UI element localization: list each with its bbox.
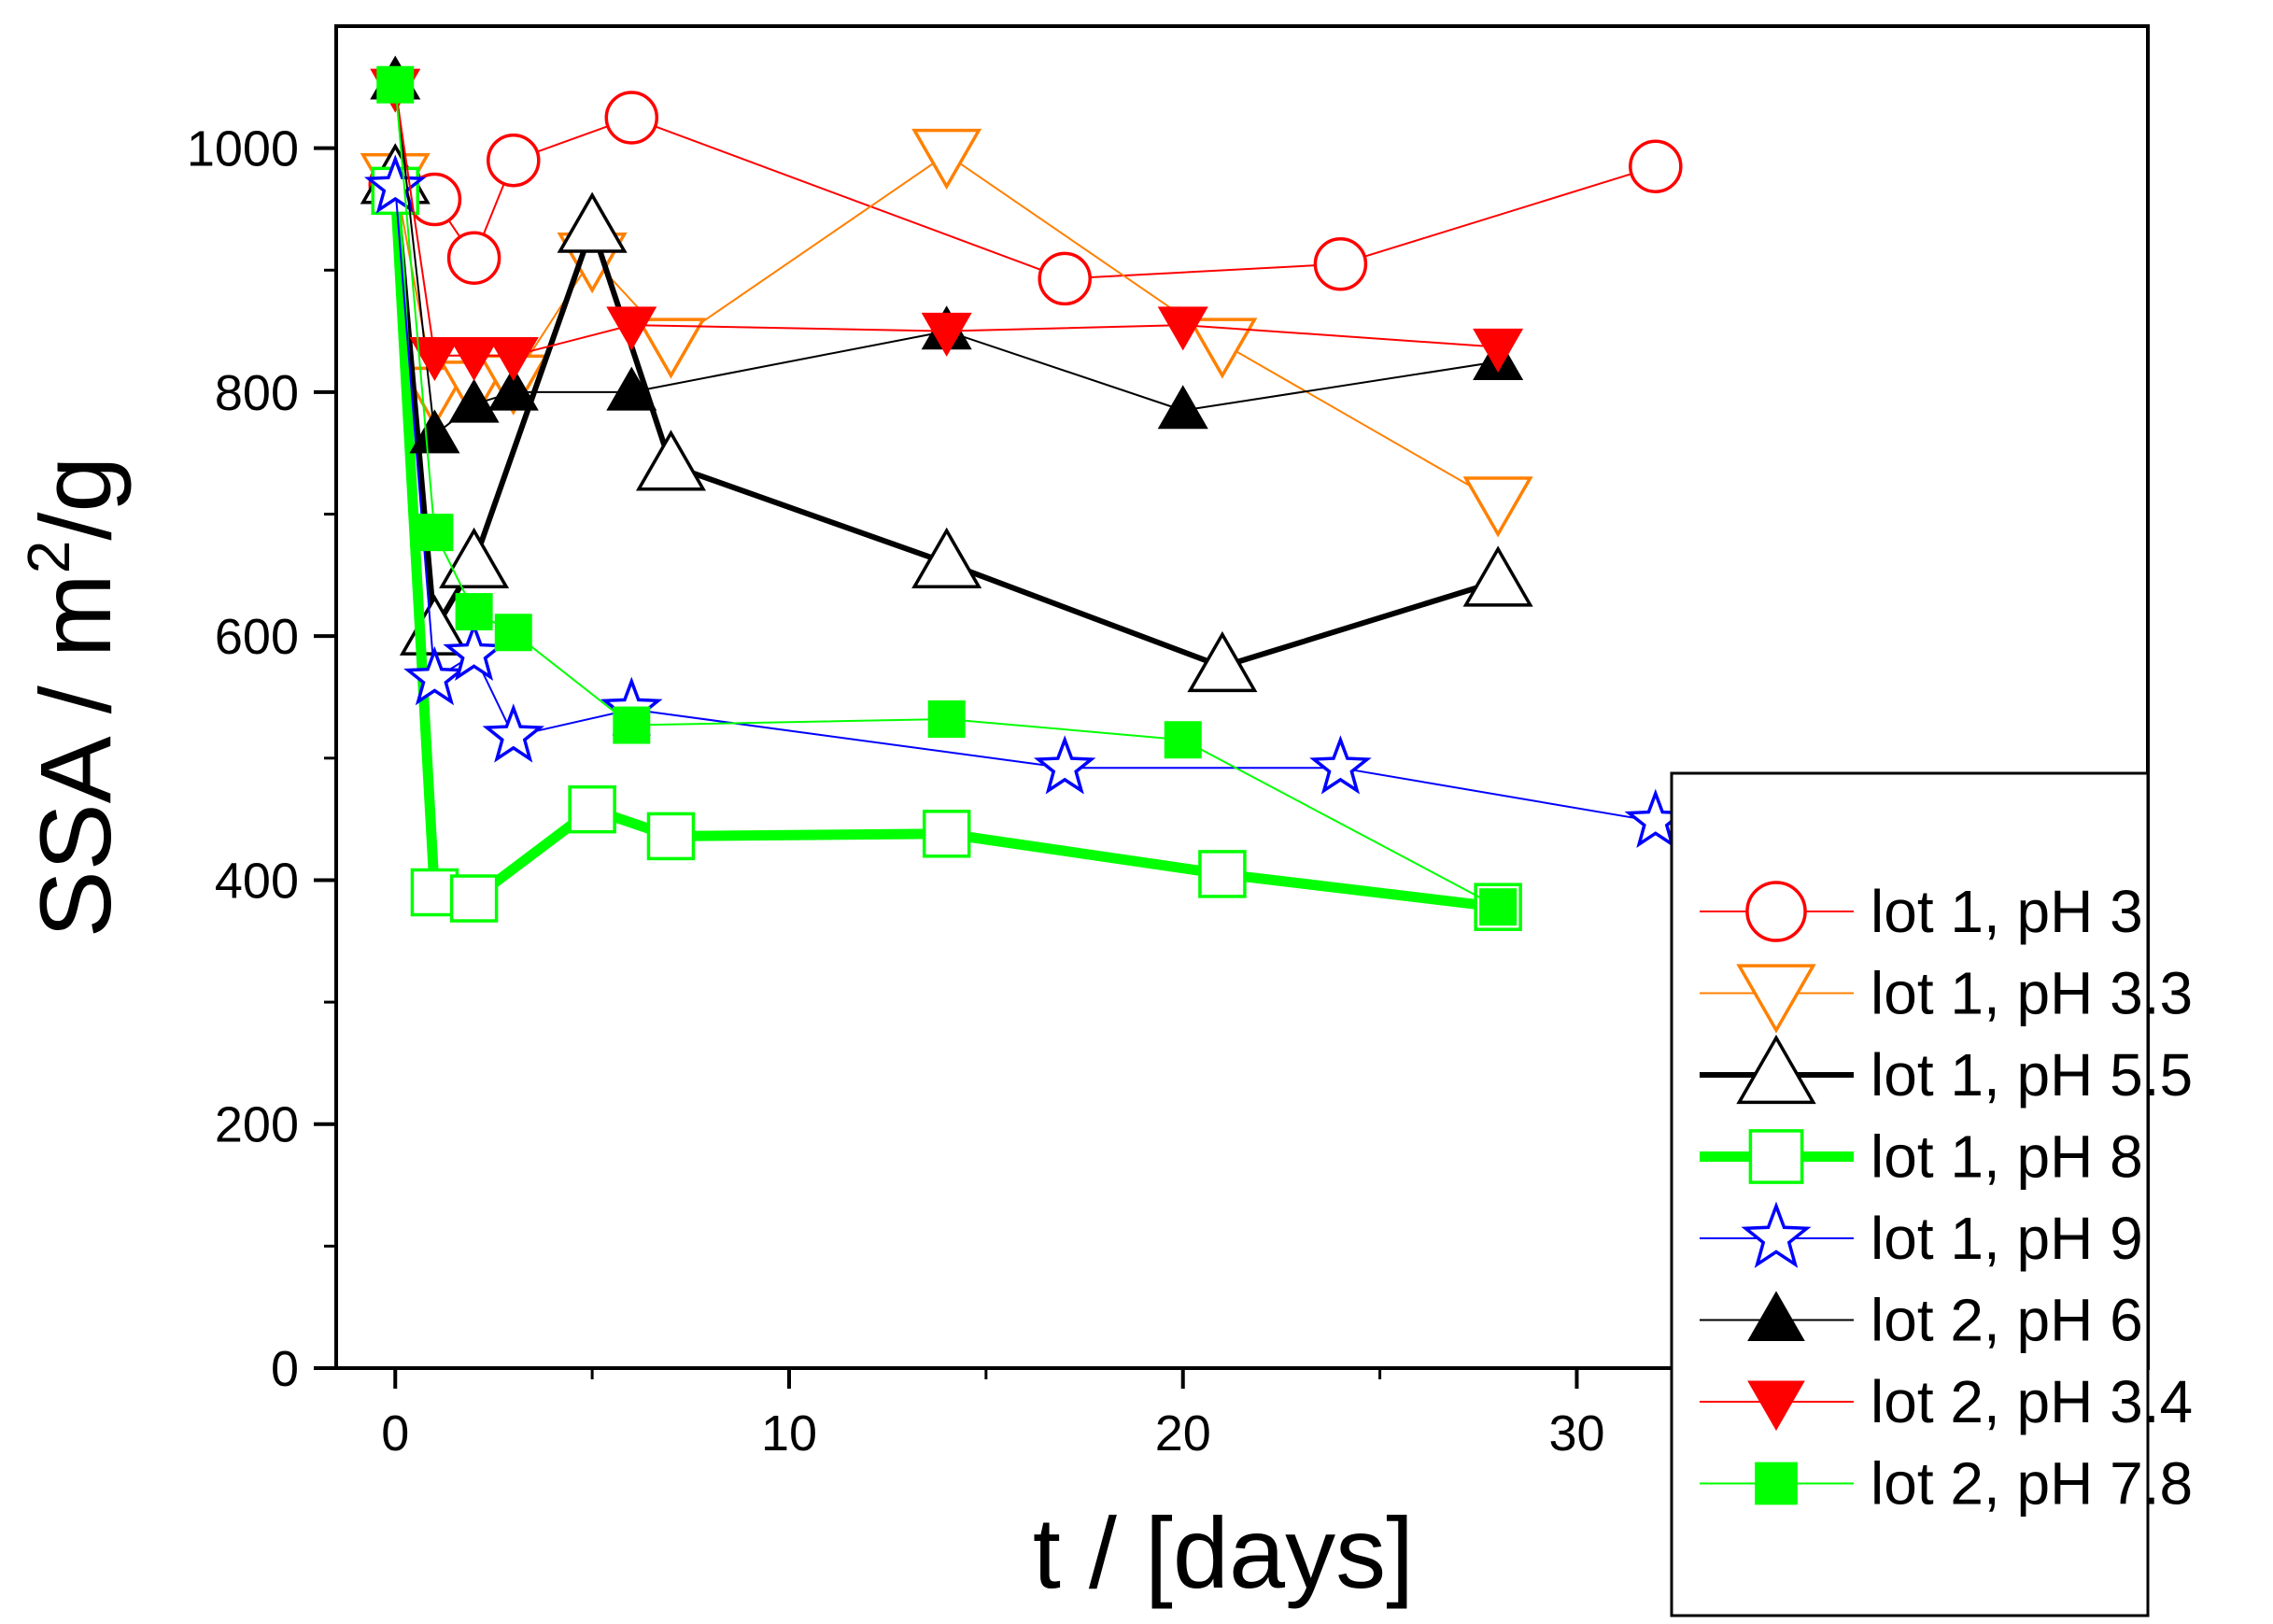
data-point-triangle-down xyxy=(1747,1380,1805,1432)
legend-entry: lot 2, pH 7.8 xyxy=(1700,1450,2193,1518)
data-point-square xyxy=(410,868,459,917)
x-tick-label: 30 xyxy=(1548,1405,1604,1462)
data-point-star xyxy=(482,703,545,763)
data-point-square xyxy=(455,593,493,631)
data-point-square xyxy=(376,65,415,104)
data-point-square xyxy=(922,810,971,858)
data-point-square xyxy=(927,700,966,739)
legend-entry: lot 1, pH 3.3 xyxy=(1700,960,2193,1034)
data-point-triangle-down xyxy=(1462,476,1533,538)
data-point-triangle-down xyxy=(921,312,972,357)
legend-label: lot 1, pH 3 xyxy=(1871,878,2143,945)
data-point-circle xyxy=(446,231,501,285)
data-point-circle xyxy=(1745,881,1807,942)
legend-entry: lot 1, pH 8 xyxy=(1700,1123,2143,1191)
data-point-star xyxy=(363,154,427,214)
data-point-triangle-up xyxy=(448,378,500,423)
y-tick-label: 400 xyxy=(215,853,299,909)
data-point-triangle-down xyxy=(1473,328,1524,373)
data-point-circle xyxy=(487,133,541,188)
data-point-triangle-down xyxy=(487,337,539,382)
data-point-star xyxy=(1033,735,1096,795)
data-point-triangle-up xyxy=(1157,385,1208,430)
data-point-triangle-down xyxy=(409,337,460,382)
data-point-star xyxy=(443,621,505,682)
data-point-square xyxy=(449,874,499,923)
data-point-triangle-up xyxy=(606,366,657,411)
series-layer xyxy=(360,55,1687,931)
series-lot-1-ph-8 xyxy=(371,166,1522,931)
data-point-triangle-up xyxy=(1747,1291,1805,1342)
data-point-triangle-up xyxy=(1462,545,1533,607)
y-tick-label: 200 xyxy=(215,1097,299,1153)
plot-area-frame xyxy=(334,24,2150,1370)
legend-label: lot 2, pH 3.4 xyxy=(1871,1368,2193,1435)
data-point-triangle-up xyxy=(487,366,539,411)
data-point-square xyxy=(1748,1129,1804,1184)
data-point-star xyxy=(1309,735,1372,795)
data-point-circle xyxy=(1629,139,1683,193)
data-point-triangle-down xyxy=(1736,964,1816,1034)
data-point-triangle-up xyxy=(911,527,982,589)
data-point-star xyxy=(1741,1201,1812,1268)
data-point-triangle-down xyxy=(635,318,707,379)
data-point-triangle-up xyxy=(635,430,707,491)
x-tick-label: 20 xyxy=(1155,1405,1211,1462)
y-tick-label: 1000 xyxy=(187,121,299,177)
legend-label: lot 1, pH 9 xyxy=(1871,1205,2143,1272)
y-tick-label: 600 xyxy=(215,609,299,665)
data-point-triangle-down xyxy=(448,337,500,382)
x-tick-label: 0 xyxy=(381,1405,409,1462)
data-point-circle xyxy=(604,91,659,145)
y-axis-title-tail: /g xyxy=(19,457,132,541)
legend-label: lot 1, pH 8 xyxy=(1871,1123,2143,1191)
axes-layer: 0 10 20 30 0 200 400 600 800 1000 xyxy=(187,121,1775,1462)
data-point-square xyxy=(1479,888,1518,926)
data-point-circle xyxy=(1313,236,1368,291)
data-point-triangle-up xyxy=(1187,630,1258,693)
data-point-square xyxy=(613,706,651,744)
x-tick-label: 10 xyxy=(761,1405,817,1462)
data-point-circle xyxy=(1038,251,1092,306)
y-axis-title-main: SSA / m xyxy=(19,573,132,938)
legend-entry: lot 1, pH 5.5 xyxy=(1700,1034,2193,1109)
data-point-triangle-down xyxy=(606,306,657,351)
legend-entry: lot 2, pH 3.4 xyxy=(1700,1368,2193,1435)
data-point-triangle-down xyxy=(1157,306,1208,351)
legend-entry: lot 1, pH 3 xyxy=(1700,878,2143,945)
legend-label: lot 1, pH 5.5 xyxy=(1871,1041,2193,1109)
data-point-triangle-up xyxy=(409,409,460,454)
data-point-star xyxy=(403,645,466,706)
x-axis-title: t / [days] xyxy=(1033,1496,1414,1609)
data-point-square xyxy=(568,784,616,834)
y-tick-label: 0 xyxy=(271,1341,299,1397)
legend-label: lot 2, pH 7.8 xyxy=(1871,1450,2193,1518)
series-lot-2-ph-7-8 xyxy=(376,65,1518,926)
series-lot-2-ph-3-4 xyxy=(370,68,1524,382)
data-point-triangle-down xyxy=(911,128,982,191)
data-point-square xyxy=(1164,721,1202,759)
data-point-square xyxy=(1198,850,1247,898)
data-point-square xyxy=(1755,1462,1798,1505)
legend-label: lot 2, pH 6 xyxy=(1871,1287,2143,1354)
data-point-square xyxy=(494,614,532,652)
data-point-triangle-up xyxy=(439,527,510,589)
legend: lot 1, pH 3 lot 1, pH 3.3 lot 1, pH 5.5 lot… xyxy=(1670,771,2193,1617)
legend-entry: lot 2, pH 6 xyxy=(1700,1287,2143,1354)
legend-entry: lot 1, pH 9 xyxy=(1700,1201,2143,1272)
y-axis-title: SSA / m2/g xyxy=(15,457,132,939)
legend-label: lot 1, pH 3.3 xyxy=(1871,960,2193,1027)
data-point-square xyxy=(646,812,696,861)
data-point-triangle-up xyxy=(557,191,628,253)
data-point-triangle-down xyxy=(1187,318,1258,379)
y-axis-title-superscript: 2 xyxy=(15,541,82,574)
data-point-square xyxy=(416,514,454,552)
y-tick-label: 800 xyxy=(215,365,299,421)
data-point-triangle-up xyxy=(1736,1034,1816,1105)
